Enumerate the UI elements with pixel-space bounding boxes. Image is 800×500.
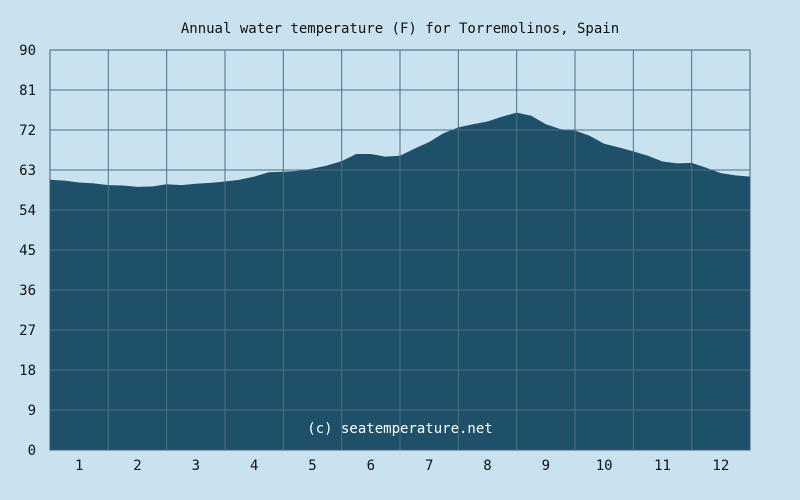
x-tick-label: 2 [133, 458, 141, 474]
x-tick-label: 5 [308, 458, 316, 474]
y-tick-label: 36 [19, 283, 36, 299]
x-tick-label: 10 [596, 458, 613, 474]
x-tick-label: 4 [250, 458, 258, 474]
chart-title: Annual water temperature (F) for Torremo… [181, 21, 619, 37]
y-tick-label: 72 [19, 123, 36, 139]
y-tick-label: 54 [19, 203, 36, 219]
x-tick-label: 1 [75, 458, 83, 474]
y-tick-label: 9 [28, 403, 36, 419]
x-tick-label: 6 [367, 458, 375, 474]
x-tick-label: 3 [192, 458, 200, 474]
x-tick-label: 11 [654, 458, 671, 474]
y-tick-label: 27 [19, 323, 36, 339]
y-tick-label: 18 [19, 363, 36, 379]
y-tick-label: 81 [19, 83, 36, 99]
x-tick-label: 7 [425, 458, 433, 474]
x-tick-label: 8 [483, 458, 491, 474]
y-tick-label: 45 [19, 243, 36, 259]
y-tick-label: 63 [19, 163, 36, 179]
watermark: (c) seatemperature.net [307, 421, 492, 437]
y-tick-label: 0 [28, 443, 36, 459]
plot-frame [49, 49, 751, 451]
y-tick-label: 90 [19, 43, 36, 59]
x-tick-label: 9 [542, 458, 550, 474]
x-tick-label: 12 [712, 458, 729, 474]
